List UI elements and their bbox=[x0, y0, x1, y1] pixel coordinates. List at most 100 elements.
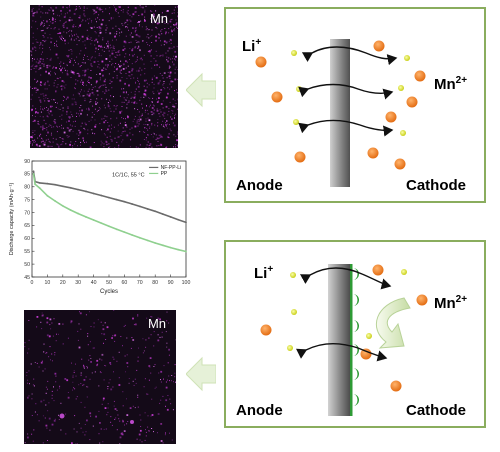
data-point bbox=[100, 222, 103, 225]
x-tick-label: 0 bbox=[31, 280, 34, 286]
x-tick-label: 20 bbox=[60, 280, 66, 286]
data-point bbox=[38, 182, 41, 184]
chart-title: 1C/1C, 55 °C bbox=[112, 172, 144, 178]
data-point bbox=[185, 250, 187, 253]
x-axis-label: Cycles bbox=[100, 289, 118, 295]
separator-membrane bbox=[330, 39, 350, 187]
data-point bbox=[169, 246, 172, 249]
data-point bbox=[46, 182, 49, 185]
data-point bbox=[131, 234, 133, 236]
mn-map-label: Mn bbox=[149, 11, 168, 26]
data-point bbox=[108, 225, 110, 228]
series-line-nf-pp-li bbox=[32, 171, 187, 224]
legend-label: NF-PP-Li bbox=[161, 165, 182, 171]
li-symbol: Li bbox=[254, 265, 268, 282]
anode-label: Anode bbox=[236, 402, 283, 419]
data-point bbox=[146, 208, 149, 210]
data-point bbox=[32, 172, 35, 175]
data-point bbox=[61, 185, 64, 188]
cathode-label: Cathode bbox=[406, 402, 466, 419]
x-tick-label: 60 bbox=[122, 280, 128, 286]
separator-diagram-top: Li+ Mn2+ Anode Cathode bbox=[224, 7, 486, 203]
x-tick-label: 40 bbox=[91, 280, 97, 286]
data-point bbox=[54, 200, 56, 202]
y-axis-label: Discharge capacity (mAh·g⁻¹) bbox=[9, 183, 15, 256]
data-point bbox=[108, 196, 110, 199]
y-tick-label: 70 bbox=[24, 210, 30, 216]
li-ion-label: Li+ bbox=[254, 264, 273, 282]
li-functional-layer bbox=[350, 264, 353, 416]
mn-speckle-layer bbox=[30, 5, 178, 148]
x-tick-label: 10 bbox=[45, 280, 51, 286]
li-ion-label: Li+ bbox=[242, 37, 261, 55]
data-point bbox=[77, 212, 80, 215]
y-tick-label: 80 bbox=[24, 185, 30, 191]
data-point bbox=[138, 205, 141, 208]
anode-label: Anode bbox=[236, 177, 283, 194]
data-point bbox=[123, 200, 126, 203]
arrow-left-icon bbox=[186, 356, 216, 392]
y-tick-label: 50 bbox=[24, 262, 30, 268]
mn-trap-sites bbox=[353, 268, 359, 406]
mn-ions bbox=[255, 40, 426, 170]
data-point bbox=[77, 188, 80, 191]
y-tick-label: 90 bbox=[24, 159, 30, 165]
y-tick-label: 45 bbox=[24, 275, 30, 281]
x-tick-label: 100 bbox=[182, 280, 191, 286]
y-tick-label: 55 bbox=[24, 249, 30, 255]
mn-ion-label: Mn2+ bbox=[434, 75, 467, 93]
data-point bbox=[85, 216, 87, 218]
arrow-left-icon bbox=[186, 72, 216, 108]
li-charge: + bbox=[255, 37, 262, 48]
x-tick-label: 90 bbox=[168, 280, 174, 286]
plot-area bbox=[31, 160, 187, 278]
mn-symbol: Mn bbox=[434, 76, 456, 93]
separator-membrane bbox=[328, 264, 350, 416]
x-tick-label: 80 bbox=[152, 280, 158, 286]
x-tick-label: 70 bbox=[137, 280, 143, 286]
data-point bbox=[69, 186, 72, 189]
mn-elemental-map-bottom: Mn bbox=[24, 310, 176, 444]
cathode-label: Cathode bbox=[406, 177, 466, 194]
data-point bbox=[154, 242, 157, 244]
ion-transport-arrows bbox=[295, 267, 392, 362]
y-tick-label: 85 bbox=[24, 172, 30, 178]
data-point bbox=[177, 218, 180, 221]
legend-label: PP bbox=[161, 171, 168, 177]
mn-charge: 2+ bbox=[455, 75, 468, 86]
data-point bbox=[177, 248, 180, 251]
data-point bbox=[46, 194, 49, 197]
data-point bbox=[34, 183, 36, 186]
x-tick-label: 50 bbox=[106, 280, 112, 286]
y-tick-label: 60 bbox=[24, 236, 30, 242]
data-point bbox=[115, 228, 118, 231]
data-point bbox=[162, 244, 164, 247]
li-ions bbox=[287, 269, 407, 351]
series-line-pp bbox=[32, 173, 187, 253]
data-point bbox=[162, 213, 164, 216]
mn-speckle-layer bbox=[24, 310, 176, 444]
data-point bbox=[123, 231, 126, 234]
li-charge: + bbox=[267, 264, 274, 275]
data-point bbox=[154, 210, 157, 213]
ion-transport-arrows bbox=[298, 46, 398, 137]
discharge-capacity-chart: 0 10 20 30 40 50 60 70 80 90 100 45 50 55 60 65 70 75 80 85… bbox=[9, 159, 191, 295]
data-point bbox=[131, 203, 133, 205]
data-point bbox=[85, 190, 87, 193]
data-point bbox=[38, 187, 41, 189]
data-point bbox=[185, 221, 187, 224]
mn-symbol: Mn bbox=[434, 295, 456, 312]
data-point bbox=[115, 198, 118, 201]
data-point bbox=[100, 194, 103, 197]
y-tick-label: 75 bbox=[24, 197, 30, 203]
li-symbol: Li bbox=[242, 38, 256, 55]
data-point bbox=[32, 170, 35, 173]
y-tick-label: 65 bbox=[24, 223, 30, 229]
separator-schematic-top bbox=[255, 39, 426, 187]
li-ions bbox=[291, 50, 410, 136]
data-point bbox=[138, 236, 141, 239]
mn-elemental-map-top: Mn bbox=[30, 5, 178, 148]
data-point bbox=[69, 209, 72, 211]
data-point bbox=[92, 192, 95, 195]
data-point bbox=[146, 239, 149, 242]
